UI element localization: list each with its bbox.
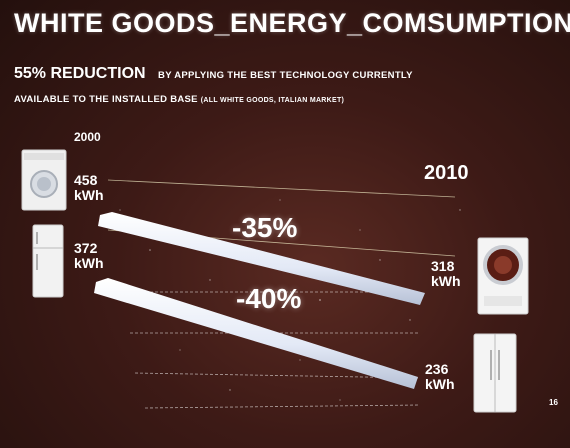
value-unit: kWh [425, 376, 455, 392]
washing-machine-2010-icon [477, 237, 529, 315]
washing-machine-reduction-label: -35% [232, 212, 298, 243]
refrigerator-reduction-label: -40% [236, 283, 302, 314]
washing-machine-reduction-bar [98, 212, 425, 305]
year-start: 2000 [74, 130, 101, 144]
value-unit: kWh [431, 273, 461, 289]
refrigerator-2010-icon [473, 333, 517, 413]
refrigerator-reduction-bar [94, 278, 418, 389]
value-number: 318 [431, 258, 455, 274]
guide-dash-4 [144, 404, 421, 409]
value-number: 458 [74, 172, 98, 188]
subtitle-line-2: AVAILABLE TO THE INSTALLED BASE (ALL WHI… [14, 94, 344, 105]
refrigerator-2010-value: 236 kWh [425, 362, 455, 392]
year-end: 2010 [424, 162, 469, 184]
reduction-highlight: 55% REDUCTION [14, 65, 146, 82]
washing-machine-2000-value: 458 kWh [74, 173, 104, 203]
refrigerator-icon [32, 224, 64, 298]
value-number: 372 [74, 240, 98, 256]
subtitle-line2-note: (ALL WHITE GOODS, ITALIAN MARKET) [200, 97, 345, 104]
washing-machine-2010-value: 318 kWh [431, 259, 461, 289]
subtitle-line2-text: AVAILABLE TO THE INSTALLED BASE [14, 94, 198, 105]
value-number: 236 [425, 361, 449, 377]
refrigerator-2000-value: 372 kWh [74, 241, 104, 271]
guide-dash-3 [134, 372, 421, 379]
page-number: 16 [549, 398, 558, 407]
slide-title: WHITE GOODS_ENERGY_COMSUMPTION [14, 8, 570, 38]
value-unit: kWh [74, 255, 104, 271]
washing-machine-icon [21, 149, 67, 211]
subtitle-line-1: 55% REDUCTION BY APPLYING THE BEST TECHN… [14, 65, 413, 83]
subtitle-text: BY APPLYING THE BEST TECHNOLOGY CURRENTL… [158, 70, 413, 81]
value-unit: kWh [74, 187, 104, 203]
guide-line-458 [107, 179, 456, 198]
